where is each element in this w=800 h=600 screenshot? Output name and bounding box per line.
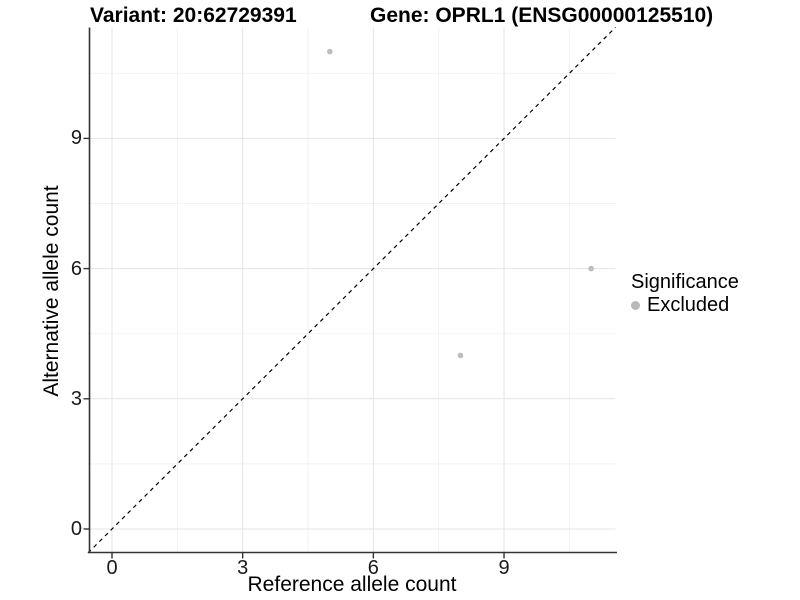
axis-tick-marks — [83, 137, 505, 559]
plot-title-gene: Gene: OPRL1 (ENSG00000125510) — [370, 4, 714, 27]
x-tick-label: 6 — [367, 557, 379, 579]
legend: Significance Excluded — [631, 271, 739, 316]
y-tick-label: 0 — [70, 518, 82, 540]
gridlines-minor — [88, 27, 616, 553]
legend-key-dot-icon — [631, 300, 640, 310]
legend-items: Excluded — [631, 294, 739, 316]
axis-lines — [88, 27, 617, 554]
x-tick-label: 9 — [498, 557, 510, 579]
legend-item-label: Excluded — [647, 294, 730, 316]
data-point — [327, 48, 333, 55]
legend-item: Excluded — [631, 294, 739, 316]
data-point — [457, 352, 464, 359]
x-axis-title: Reference allele count — [247, 573, 457, 596]
y-tick-label: 9 — [70, 127, 82, 150]
y-tick-label: 3 — [70, 387, 82, 410]
legend-title: Significance — [631, 271, 739, 293]
scatter-points — [327, 48, 594, 359]
plot-title-variant: Variant: 20:62729391 — [90, 4, 297, 27]
y-tick-label: 6 — [70, 257, 82, 280]
x-tick-label: 0 — [106, 557, 118, 579]
identity-dashed-line — [87, 26, 616, 554]
gridlines-major — [88, 27, 616, 553]
y-axis-title: Alternative allele count — [40, 185, 63, 397]
data-point — [588, 265, 594, 272]
x-tick-label: 3 — [237, 557, 249, 579]
